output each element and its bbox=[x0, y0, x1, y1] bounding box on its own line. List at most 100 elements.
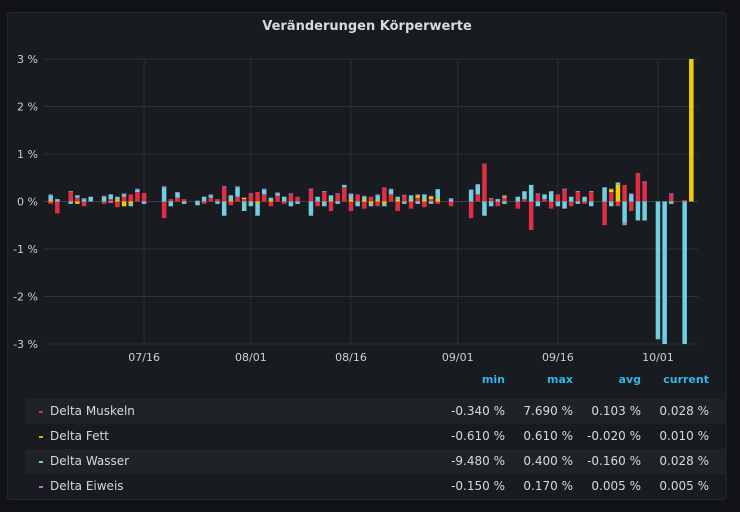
bar-muskeln[interactable] bbox=[388, 194, 394, 202]
bar-fett[interactable] bbox=[121, 201, 127, 207]
bar-eiweis[interactable] bbox=[562, 188, 567, 190]
bar-muskeln[interactable] bbox=[168, 199, 174, 202]
bar-wasser[interactable] bbox=[328, 195, 334, 201]
bar-muskeln[interactable] bbox=[308, 189, 314, 202]
bar-wasser[interactable] bbox=[221, 201, 227, 216]
bar-eiweis[interactable] bbox=[68, 191, 73, 192]
bar-muskeln[interactable] bbox=[602, 201, 607, 226]
bar-muskeln[interactable] bbox=[208, 197, 214, 202]
bar-muskeln[interactable] bbox=[328, 201, 334, 212]
bar-muskeln[interactable] bbox=[468, 201, 474, 219]
bar-muskeln[interactable] bbox=[241, 199, 247, 202]
bar-eiweis[interactable] bbox=[261, 188, 267, 190]
bar-wasser[interactable] bbox=[582, 196, 587, 202]
bar-wasser[interactable] bbox=[622, 201, 627, 223]
bar-muskeln[interactable] bbox=[161, 201, 167, 219]
bar-eiweis[interactable] bbox=[375, 194, 380, 196]
bar-fett[interactable] bbox=[115, 199, 120, 202]
bar-wasser[interactable] bbox=[615, 182, 621, 185]
bar-muskeln[interactable] bbox=[342, 187, 347, 202]
bar-eiweis[interactable] bbox=[161, 186, 167, 188]
bar-wasser[interactable] bbox=[382, 203, 387, 207]
legend-row-eiweis[interactable]: Delta Eiweis -0.150 % 0.170 % 0.005 % 0.… bbox=[25, 474, 727, 499]
bar-muskeln[interactable] bbox=[101, 201, 107, 204]
bar-wasser[interactable] bbox=[682, 201, 687, 345]
bar-fett[interactable] bbox=[422, 199, 427, 202]
bar-wasser[interactable] bbox=[255, 203, 260, 216]
bar-wasser[interactable] bbox=[662, 201, 667, 345]
bar-muskeln[interactable] bbox=[448, 201, 454, 207]
bar-wasser[interactable] bbox=[215, 201, 220, 204]
bar-wasser[interactable] bbox=[642, 201, 647, 221]
bar-eiweis[interactable] bbox=[388, 188, 394, 190]
bar-fett[interactable] bbox=[348, 199, 354, 202]
bar-wasser[interactable] bbox=[629, 194, 634, 202]
bar-wasser[interactable] bbox=[362, 196, 367, 200]
legend-swatch-wasser[interactable] bbox=[39, 461, 43, 463]
bar-muskeln[interactable] bbox=[268, 201, 274, 207]
bar-fett[interactable] bbox=[382, 201, 387, 204]
bar-wasser[interactable] bbox=[502, 201, 507, 204]
bar-eiweis[interactable] bbox=[48, 194, 53, 196]
bar-muskeln[interactable] bbox=[75, 197, 80, 202]
bar-wasser[interactable] bbox=[141, 201, 147, 204]
bar-wasser[interactable] bbox=[181, 201, 187, 204]
bar-fett[interactable] bbox=[608, 189, 614, 192]
bar-wasser[interactable] bbox=[115, 196, 120, 200]
bar-wasser[interactable] bbox=[55, 199, 60, 202]
bar-muskeln[interactable] bbox=[228, 201, 234, 206]
legend-swatch-fett[interactable] bbox=[39, 436, 43, 438]
bar-muskeln[interactable] bbox=[502, 197, 507, 202]
bar-muskeln[interactable] bbox=[568, 201, 574, 207]
bar-wasser[interactable] bbox=[388, 189, 394, 195]
bar-wasser[interactable] bbox=[108, 194, 113, 200]
bar-wasser[interactable] bbox=[402, 201, 407, 204]
legend-swatch-eiweis[interactable] bbox=[39, 486, 43, 488]
bar-wasser[interactable] bbox=[528, 184, 534, 202]
bar-wasser[interactable] bbox=[168, 201, 174, 207]
bar-muskeln[interactable] bbox=[542, 199, 547, 202]
legend-name[interactable]: Delta Fett bbox=[50, 429, 109, 443]
bar-muskeln[interactable] bbox=[322, 192, 327, 202]
bar-eiweis[interactable] bbox=[175, 192, 180, 193]
bar-eiweis[interactable] bbox=[208, 194, 214, 196]
bar-eiweis[interactable] bbox=[535, 193, 541, 195]
bar-fett[interactable] bbox=[428, 196, 434, 200]
bar-muskeln[interactable] bbox=[175, 197, 180, 202]
bar-wasser[interactable] bbox=[475, 184, 481, 195]
bar-wasser[interactable] bbox=[375, 195, 380, 201]
bar-muskeln[interactable] bbox=[495, 201, 501, 207]
bar-wasser[interactable] bbox=[81, 199, 87, 202]
bar-muskeln[interactable] bbox=[275, 195, 280, 202]
bar-muskeln[interactable] bbox=[215, 199, 220, 202]
bar-wasser[interactable] bbox=[235, 187, 240, 197]
bar-muskeln[interactable] bbox=[261, 194, 267, 202]
bar-fett[interactable] bbox=[241, 197, 247, 200]
bar-eiweis[interactable] bbox=[522, 191, 527, 192]
bar-muskeln[interactable] bbox=[482, 163, 487, 202]
bar-muskeln[interactable] bbox=[608, 192, 614, 202]
bar-eiweis[interactable] bbox=[622, 222, 627, 226]
bar-muskeln[interactable] bbox=[368, 196, 374, 202]
bar-wasser[interactable] bbox=[588, 201, 594, 207]
legend-header-max[interactable]: max bbox=[547, 373, 573, 386]
bar-wasser[interactable] bbox=[261, 189, 267, 195]
bar-eiweis[interactable] bbox=[642, 181, 647, 183]
bar-muskeln[interactable] bbox=[281, 201, 287, 204]
bar-eiweis[interactable] bbox=[488, 198, 494, 200]
bar-wasser[interactable] bbox=[435, 189, 440, 199]
bar-eiweis[interactable] bbox=[275, 192, 280, 194]
bar-muskeln[interactable] bbox=[435, 201, 440, 204]
bar-wasser[interactable] bbox=[75, 195, 80, 198]
bar-eiweis[interactable] bbox=[475, 183, 481, 185]
bar-muskeln[interactable] bbox=[642, 182, 647, 202]
bar-eiweis[interactable] bbox=[235, 186, 240, 188]
bar-fett[interactable] bbox=[228, 200, 234, 202]
bar-wasser[interactable] bbox=[542, 194, 547, 200]
bar-fett[interactable] bbox=[395, 199, 400, 202]
bar-fett[interactable] bbox=[368, 201, 374, 204]
bar-muskeln[interactable] bbox=[402, 195, 407, 202]
bar-fett[interactable] bbox=[435, 198, 440, 202]
bar-muskeln[interactable] bbox=[522, 199, 527, 202]
bar-eiweis[interactable] bbox=[101, 195, 107, 197]
